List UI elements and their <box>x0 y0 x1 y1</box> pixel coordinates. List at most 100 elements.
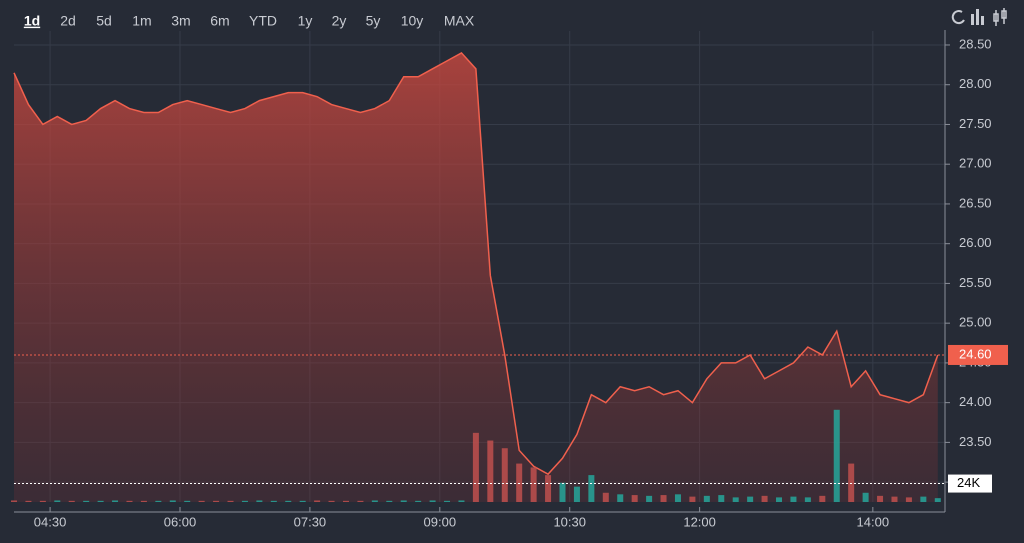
volume-bar <box>776 497 783 502</box>
range-button[interactable]: 2y <box>332 13 347 29</box>
volume-bar <box>545 475 552 502</box>
x-tick-label: 10:30 <box>553 514 586 529</box>
volume-bar <box>573 486 580 502</box>
bar-icon[interactable] <box>971 14 974 25</box>
range-button[interactable]: 3m <box>171 13 190 29</box>
volume-bar <box>718 495 725 502</box>
toolbar-icons <box>951 8 1007 26</box>
volume-bar <box>559 482 566 502</box>
range-button[interactable]: 1d <box>24 13 40 29</box>
volume-bar <box>920 496 927 502</box>
volume-bar <box>602 492 609 502</box>
volume-marker-label: 24K <box>957 475 980 490</box>
price-line <box>13 51 939 476</box>
range-button[interactable]: 2d <box>60 13 76 29</box>
y-tick-label: 24.00 <box>959 394 992 409</box>
volume-bar <box>270 500 277 502</box>
volume-bar <box>213 500 220 502</box>
volume-bar <box>516 463 523 502</box>
volume-bar <box>761 495 768 502</box>
volume-bar <box>39 500 46 502</box>
y-tick-label: 25.00 <box>959 315 992 330</box>
volume-bar <box>227 500 234 502</box>
range-button[interactable]: MAX <box>444 13 475 29</box>
bar-icon-part <box>981 16 984 25</box>
y-tick-label: 27.50 <box>959 116 992 131</box>
volume-bar <box>314 500 321 502</box>
volume-marker-box <box>948 474 992 493</box>
volume-bar <box>703 495 710 502</box>
volume-bar <box>501 448 508 502</box>
volume-bar <box>848 463 855 502</box>
volume-bar <box>732 497 739 502</box>
volume-bar <box>646 495 653 502</box>
volume-bar <box>530 467 537 502</box>
volume-bar <box>833 409 840 502</box>
volume-bar <box>934 498 941 502</box>
range-button[interactable]: 6m <box>210 13 229 29</box>
volume-bar <box>155 500 162 502</box>
x-tick-label: 12:00 <box>683 514 716 529</box>
range-button[interactable]: 1m <box>132 13 151 29</box>
volume-bar <box>97 500 104 502</box>
y-tick-label: 26.50 <box>959 195 992 210</box>
volume-bar <box>804 497 811 502</box>
volume-bar <box>198 500 205 502</box>
x-tick-label: 07:30 <box>294 514 327 529</box>
x-tick-label: 06:00 <box>164 514 197 529</box>
volume-bar <box>285 500 292 502</box>
range-button[interactable]: YTD <box>249 13 277 29</box>
volume-bar <box>299 500 306 502</box>
volume-bar <box>877 495 884 502</box>
volume-bar <box>862 492 869 502</box>
volume-bar <box>386 500 393 502</box>
last-price-label: 24.60 <box>959 346 992 361</box>
volume-bar <box>126 500 133 502</box>
volume-bar <box>819 495 826 502</box>
x-tick-label: 04:30 <box>34 514 67 529</box>
volume-bar <box>674 494 681 502</box>
y-tick-label: 28.50 <box>959 36 992 51</box>
volume-bar <box>11 500 17 502</box>
y-tick-label: 28.00 <box>959 76 992 91</box>
volume-bar <box>328 500 335 502</box>
y-tick-label: 23.50 <box>959 434 992 449</box>
volume-bar <box>472 432 479 502</box>
y-tick-label: 27.00 <box>959 156 992 171</box>
volume-bar <box>891 496 898 502</box>
volume-bar <box>357 500 364 502</box>
refresh-icon[interactable] <box>951 10 965 25</box>
volume-bar <box>400 500 407 502</box>
volume-bar <box>617 494 624 502</box>
range-button[interactable]: 1y <box>298 13 313 29</box>
candle-icon-part <box>993 13 999 22</box>
volume-bar <box>444 500 451 502</box>
volume-bar <box>660 495 667 502</box>
x-tick-label: 09:00 <box>424 514 457 529</box>
volume-bar <box>256 500 263 502</box>
range-button[interactable]: 5d <box>96 13 112 29</box>
volume-bar <box>689 496 696 502</box>
candle-icon-part <box>1001 10 1007 19</box>
volume-bar <box>747 496 754 502</box>
volume-bar <box>905 497 912 502</box>
volume-bar <box>68 500 75 502</box>
x-tick-label: 14:00 <box>857 514 890 529</box>
volume-bar <box>790 496 797 502</box>
volume-bar <box>184 500 191 502</box>
range-button[interactable]: 10y <box>401 13 424 29</box>
volume-bar <box>83 500 90 502</box>
volume-bar <box>429 500 436 502</box>
bar-icon-part <box>976 9 979 25</box>
volume-bar <box>169 500 176 502</box>
last-price-box <box>948 344 1008 365</box>
volume-bar <box>25 500 32 502</box>
volume-bar <box>588 475 595 502</box>
volume-bar <box>631 495 638 502</box>
volume-bar <box>371 500 378 502</box>
range-button[interactable]: 5y <box>366 13 381 29</box>
volume-bar <box>54 500 61 502</box>
volume-bar <box>415 500 422 502</box>
volume-bar <box>241 500 248 502</box>
